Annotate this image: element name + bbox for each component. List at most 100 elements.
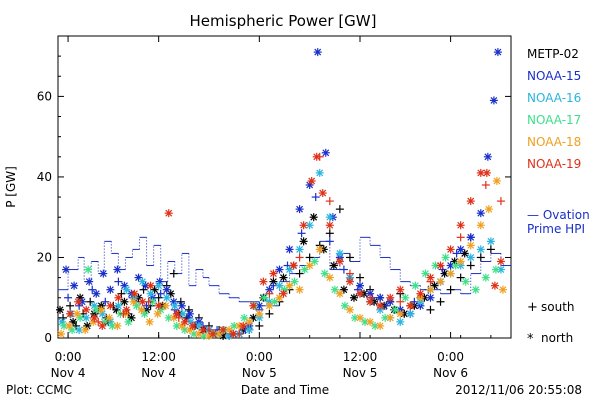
data-point-north xyxy=(69,317,78,326)
data-point-south xyxy=(436,297,445,306)
data-point-north xyxy=(456,221,465,230)
x-tick-time: 0:00 xyxy=(55,350,82,364)
data-point-north xyxy=(299,237,308,246)
data-point-south xyxy=(255,321,264,330)
data-point-north xyxy=(305,261,314,270)
legend-entry-metp02: METP-02 xyxy=(527,47,579,61)
data-point-north xyxy=(138,277,147,286)
data-point-north xyxy=(162,285,171,294)
data-point-north xyxy=(270,297,279,306)
data-point-north xyxy=(386,313,395,322)
data-point-north xyxy=(335,249,344,258)
data-point-north xyxy=(490,281,499,290)
data-point-north xyxy=(279,273,288,282)
data-point-north xyxy=(299,221,308,230)
data-point-north xyxy=(132,301,141,310)
data-point-north xyxy=(154,301,163,310)
data-point-south xyxy=(325,237,334,246)
data-point-north xyxy=(124,317,133,326)
data-point-north xyxy=(476,245,485,254)
data-point-north xyxy=(114,293,123,302)
data-point-south xyxy=(94,317,103,326)
y-tick-label: 40 xyxy=(37,170,52,184)
data-point-north xyxy=(145,317,154,326)
data-point-south xyxy=(356,273,364,282)
legend-marker-star-icon: * xyxy=(527,332,534,347)
data-point-south xyxy=(265,309,274,318)
data-point-south xyxy=(456,233,465,242)
data-point-north xyxy=(146,281,155,290)
data-point-north xyxy=(122,305,131,314)
data-point-south xyxy=(144,297,153,306)
data-point-south xyxy=(265,289,274,298)
data-point-north xyxy=(476,209,485,218)
x-tick-time: 12:00 xyxy=(141,350,176,364)
data-point-north xyxy=(350,313,359,322)
data-point-north xyxy=(446,261,455,270)
data-point-north xyxy=(349,293,358,302)
data-point-south xyxy=(114,277,123,286)
data-point-north xyxy=(76,313,85,322)
data-point-north xyxy=(99,269,108,278)
data-point-north xyxy=(491,265,500,274)
data-point-north xyxy=(307,176,316,185)
data-point-north xyxy=(185,325,194,334)
data-point-north xyxy=(320,269,329,278)
data-point-north xyxy=(265,301,274,310)
data-point-north xyxy=(169,313,178,322)
data-point-north xyxy=(376,321,385,330)
data-point-north xyxy=(493,48,502,57)
data-point-north xyxy=(106,285,115,294)
data-point-north xyxy=(285,281,294,290)
data-point-south xyxy=(142,301,151,310)
data-point-north xyxy=(340,301,349,310)
data-point-north xyxy=(295,285,304,294)
data-point-north xyxy=(406,309,415,318)
data-point-south xyxy=(486,245,495,254)
data-point-north xyxy=(188,321,197,330)
data-point-north xyxy=(486,237,495,246)
y-tick-label: 20 xyxy=(37,250,52,264)
data-point-north xyxy=(275,265,284,274)
data-point-north xyxy=(260,293,269,302)
data-point-north xyxy=(496,257,505,266)
ovation-series xyxy=(58,236,511,307)
data-point-north xyxy=(300,265,309,274)
data-point-south xyxy=(66,301,75,310)
data-point-north xyxy=(106,301,115,310)
legend-entry-noaa15: NOAA-15 xyxy=(527,69,581,83)
data-point-south xyxy=(86,297,95,306)
legend-entry-noaa19: NOAA-19 xyxy=(527,157,581,171)
data-point-north xyxy=(376,301,385,310)
data-point-north xyxy=(476,221,485,230)
x-tick-date: Nov 6 xyxy=(433,366,468,380)
data-point-north xyxy=(162,293,171,302)
data-points xyxy=(56,48,507,340)
data-point-south xyxy=(476,253,485,262)
data-point-north xyxy=(325,273,334,282)
data-point-north xyxy=(245,317,254,326)
data-point-north xyxy=(315,168,324,177)
data-point-north xyxy=(245,325,254,334)
data-point-south xyxy=(72,321,81,330)
data-point-south xyxy=(295,269,304,278)
x-axis: 0:00 Nov 4 12:00 Nov 4 0:00 Nov 5 12:00 Nov 5 0:… xyxy=(51,36,492,380)
timestamp: 2012/11/06 20:55:08 xyxy=(455,383,582,397)
data-point-south xyxy=(311,193,320,202)
data-point-north xyxy=(130,289,139,298)
data-point-south xyxy=(396,297,405,306)
chart-title: Hemispheric Power [GW] xyxy=(190,12,377,30)
data-point-north xyxy=(105,313,114,322)
data-point-north xyxy=(89,317,98,326)
data-point-north xyxy=(315,245,324,254)
data-point-north xyxy=(489,96,498,105)
data-point-north xyxy=(446,245,455,254)
legend-entry-noaa17: NOAA-17 xyxy=(527,113,581,127)
legend-entry-noaa16: NOAA-16 xyxy=(527,91,581,105)
data-point-north xyxy=(114,301,123,310)
data-point-north xyxy=(330,285,339,294)
data-point-north xyxy=(309,213,318,222)
data-point-north xyxy=(129,297,138,306)
data-point-north xyxy=(82,305,91,314)
